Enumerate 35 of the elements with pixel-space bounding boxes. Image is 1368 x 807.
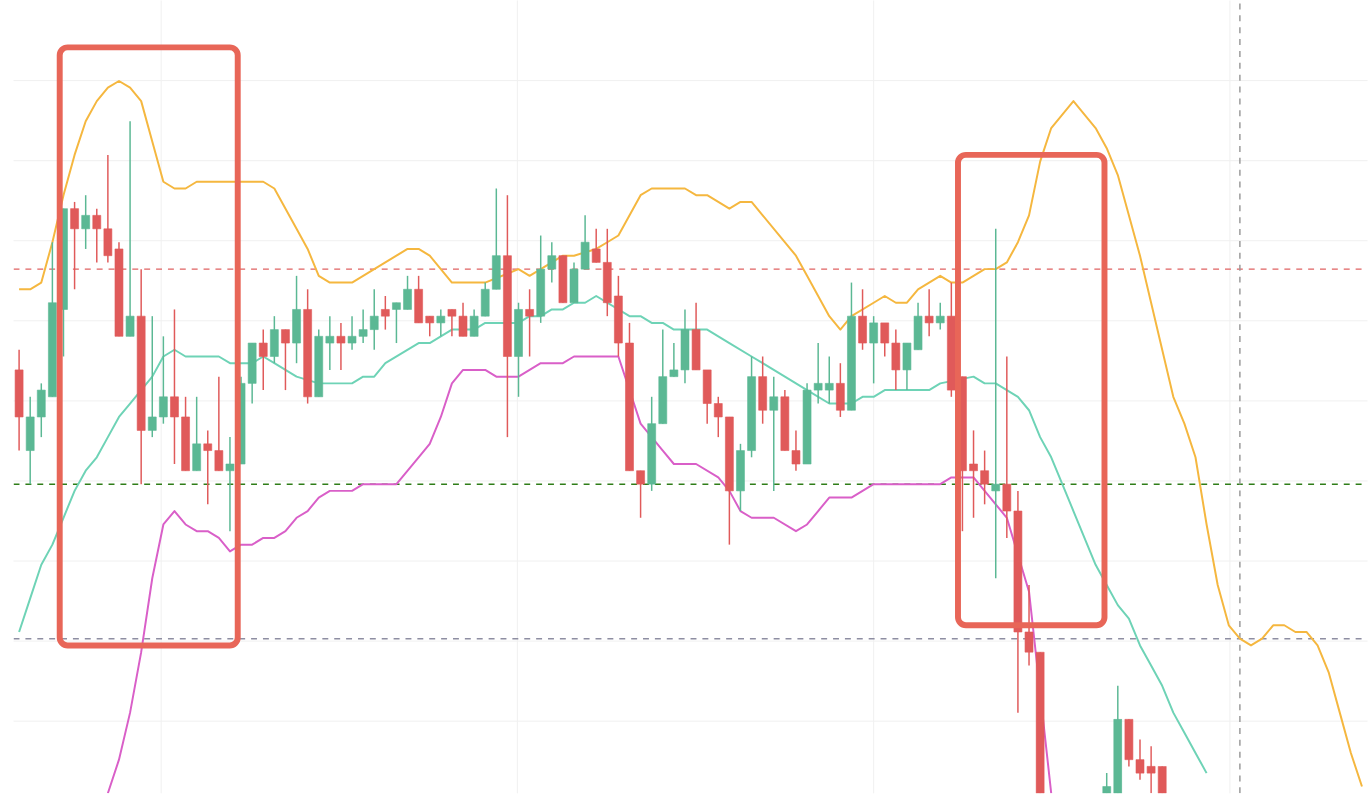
candlestick: [403, 275, 412, 311]
candlestick: [769, 375, 779, 492]
candlestick: [258, 328, 268, 391]
candlestick: [336, 322, 346, 371]
candlestick: [869, 315, 878, 385]
candlestick: [924, 288, 934, 338]
candlestick: [369, 288, 379, 351]
candlestick: [325, 315, 335, 371]
candlestick: [281, 328, 290, 391]
candlestick: [713, 396, 723, 438]
candlestick: [125, 120, 135, 338]
candlestick: [159, 335, 168, 425]
candlestick: [991, 228, 1001, 580]
candlestick: [969, 429, 978, 519]
candlestick: [980, 449, 989, 506]
candlestick: [147, 315, 157, 438]
candlestick: [203, 429, 213, 506]
candlestick: [880, 322, 890, 358]
candlestick: [813, 342, 823, 405]
candlestick: [81, 194, 90, 250]
candlestick: [824, 355, 834, 405]
candlestick: [214, 375, 224, 472]
candlestick: [436, 308, 446, 338]
candlestick: [170, 308, 179, 465]
candlestick: [381, 295, 390, 331]
candlestick: [225, 436, 235, 533]
candlestick: [547, 241, 557, 284]
candlestick: [392, 302, 401, 344]
candlestick: [525, 288, 534, 358]
candlestick: [425, 315, 435, 338]
candlestick: [636, 470, 645, 519]
candlestick: [469, 308, 479, 338]
candlestick: [92, 208, 102, 264]
candlestick: [591, 228, 601, 264]
candlestick: [935, 302, 945, 331]
